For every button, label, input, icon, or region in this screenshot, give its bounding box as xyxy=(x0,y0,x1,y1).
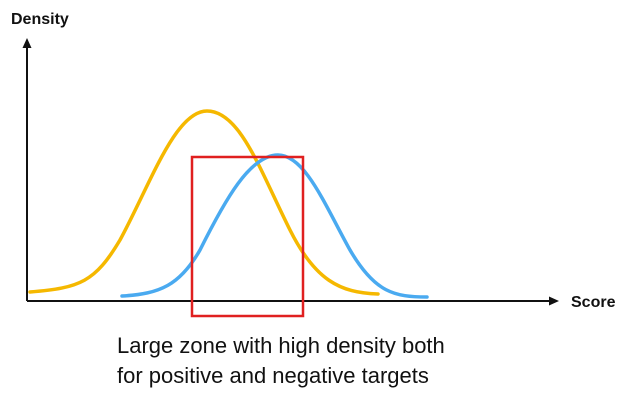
caption-line: Large zone with high density both xyxy=(117,333,445,358)
overlap-zone xyxy=(190,155,305,318)
negative-density-curve xyxy=(28,109,380,296)
caption-line: for positive and negative targets xyxy=(117,363,429,388)
y-axis-arrow xyxy=(22,38,32,48)
x-axis-title: Score xyxy=(571,294,616,311)
positive-density-curve xyxy=(120,153,429,299)
x-axis-arrow xyxy=(549,296,559,306)
y-axis-title: Density xyxy=(11,11,69,28)
